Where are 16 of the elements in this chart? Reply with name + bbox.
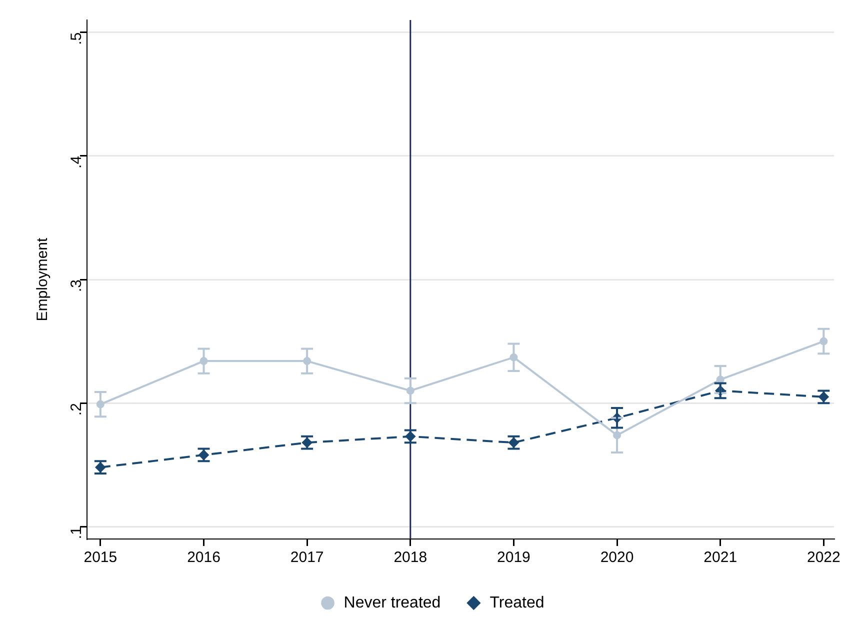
y-tick-label: .2 [68, 403, 86, 416]
x-tick-label: 2022 [806, 549, 840, 566]
legend-label: Treated [490, 594, 544, 612]
x-tick-label: 2015 [84, 549, 118, 566]
y-tick-label: .3 [68, 280, 86, 292]
y-tick-label: .1 [68, 526, 86, 540]
x-tick-label: 2019 [497, 549, 530, 566]
y-axis-title: Employment [34, 236, 52, 322]
x-tick-label: 2018 [394, 549, 428, 566]
y-tick-label: .5 [68, 32, 86, 45]
x-tick-label: 2016 [187, 549, 220, 566]
y-tick-label: .4 [68, 156, 86, 168]
legend-label: Never treated [344, 594, 441, 612]
x-tick-label: 2021 [704, 549, 738, 566]
x-tick-label: 2020 [600, 549, 634, 566]
x-tick-label: 2017 [290, 549, 324, 566]
